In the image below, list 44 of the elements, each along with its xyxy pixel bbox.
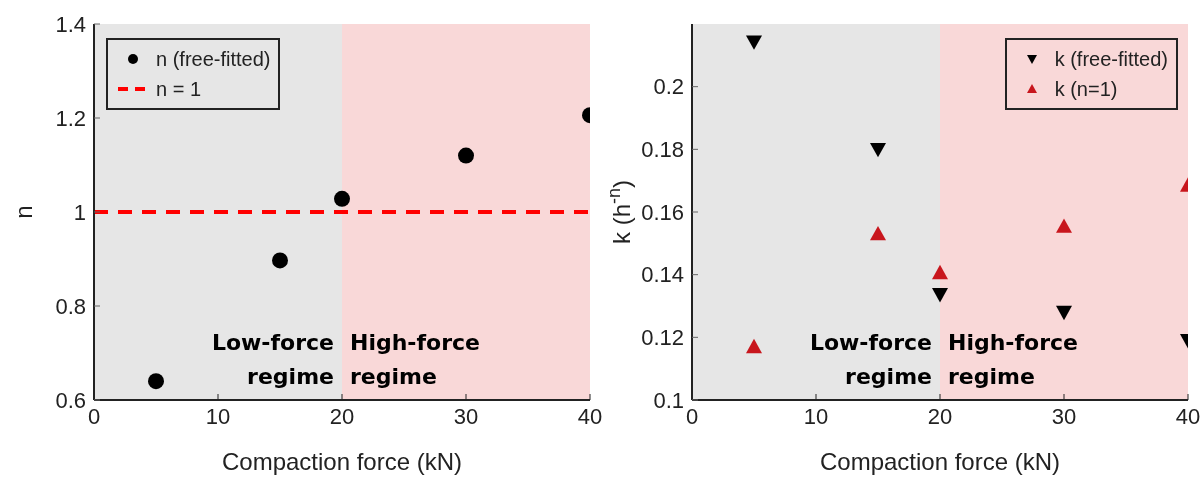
y-tick-label: 0.16	[641, 199, 684, 225]
point	[272, 252, 288, 269]
y-tick-label: 1.4	[55, 11, 86, 37]
point	[1056, 305, 1072, 321]
x-tick-label: 30	[453, 403, 479, 429]
point	[148, 373, 164, 390]
point	[870, 225, 886, 241]
y-axis-title: n	[10, 205, 37, 219]
legend-label: n = 1	[156, 77, 202, 102]
point	[932, 288, 948, 303]
annotation: High-force regime	[350, 330, 480, 389]
y-tick-label: 0.1	[653, 387, 684, 413]
y-tick-label: 0.2	[653, 74, 684, 100]
x-tick-label: 20	[927, 403, 953, 429]
x-axis-title: Compaction force (kN)	[221, 448, 463, 475]
y-tick-label: 1.2	[55, 105, 86, 131]
point	[932, 264, 948, 280]
legend-label: k (n=1)	[1054, 77, 1118, 102]
y-tick-label: 0.8	[55, 293, 86, 319]
y-tick-label: 0.6	[55, 387, 86, 413]
x-tick-label: 40	[1175, 403, 1201, 429]
x-tick-label: 20	[329, 403, 355, 429]
annotation: High-force regime	[948, 330, 1078, 389]
legend-label: k (free-fitted)	[1054, 47, 1168, 72]
legend-label: n (free-fitted)	[156, 47, 271, 72]
point	[1056, 218, 1072, 233]
x-axis-title: Compaction force (kN)	[819, 448, 1061, 475]
annotation: Low-force regime	[809, 330, 932, 389]
point	[334, 190, 350, 207]
x-tick-label: 40	[577, 403, 603, 429]
y-tick-label: 1	[73, 199, 86, 225]
y-tick-label: 0.18	[641, 137, 684, 163]
x-tick-label: 0	[87, 403, 101, 429]
annotation: Low-force regime	[211, 330, 334, 389]
point	[746, 35, 762, 50]
y-tick-label: 0.12	[641, 325, 684, 351]
point	[458, 147, 474, 164]
x-tick-label: 0	[685, 403, 699, 429]
x-tick-label: 10	[205, 403, 231, 429]
x-tick-label: 10	[803, 403, 829, 429]
x-tick-label: 30	[1051, 403, 1077, 429]
point	[746, 338, 762, 354]
point	[870, 142, 886, 158]
y-tick-label: 0.14	[641, 262, 684, 288]
